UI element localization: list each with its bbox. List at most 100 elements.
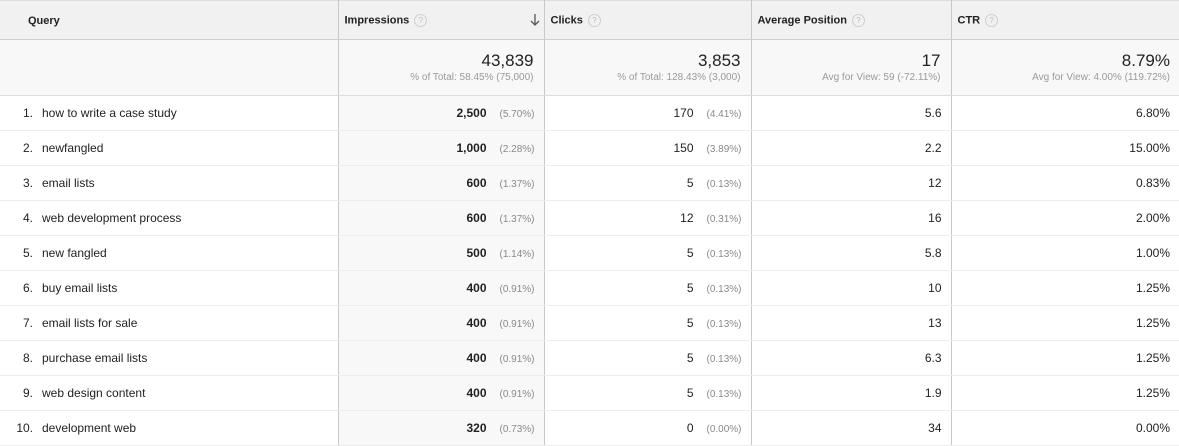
impressions-cell: 2,500 (5.70%) <box>338 95 545 131</box>
impressions-percent: (0.91%) <box>499 284 535 295</box>
impressions-value: 400 <box>466 386 487 400</box>
sort-descending-arrow-icon[interactable] <box>529 13 541 27</box>
query-text[interactable]: purchase email lists <box>42 351 148 365</box>
clicks-value: 5 <box>686 386 694 400</box>
clicks-percent: (0.13%) <box>706 284 742 295</box>
impressions-value: 400 <box>466 281 487 295</box>
query-cell[interactable]: 9. web design content <box>0 375 339 411</box>
clicks-cell: 5 (0.13%) <box>544 270 752 306</box>
table-row[interactable]: 9. web design content 400 (0.91%) 5 (0.13%)… <box>0 375 1179 411</box>
clicks-value: 5 <box>686 176 694 190</box>
query-cell[interactable]: 1. how to write a case study <box>0 95 339 131</box>
position-value: 13 <box>928 316 942 330</box>
clicks-percent: (0.13%) <box>706 319 742 330</box>
table-row[interactable]: 10. development web 320 (0.73%) 0 (0.00%) 3… <box>0 410 1179 446</box>
position-cell: 16 <box>751 200 952 236</box>
table-row[interactable]: 2. newfangled 1,000 (2.28%) 150 (3.89%) 2.2… <box>0 130 1179 166</box>
ctr-value: 2.00% <box>1135 211 1170 225</box>
ctr-cell: 1.00% <box>951 235 1179 271</box>
query-cell[interactable]: 4. web development process <box>0 200 339 236</box>
position-value: 34 <box>928 421 942 435</box>
query-text[interactable]: new fangled <box>42 246 107 260</box>
column-header-average-position[interactable]: Average Position? <box>751 0 952 40</box>
row-number: 4. <box>22 211 33 225</box>
column-header-average-position-label: Average Position <box>757 13 847 26</box>
query-cell[interactable]: 5. new fangled <box>0 235 339 271</box>
ctr-cell: 1.25% <box>951 340 1179 376</box>
table-row[interactable]: 1. how to write a case study 2,500 (5.70%)… <box>0 95 1179 131</box>
table-row[interactable]: 7. email lists for sale 400 (0.91%) 5 (0.13… <box>0 305 1179 341</box>
totals-ctr-cell: 8.79% Avg for View: 4.00% (119.72%) <box>951 39 1179 96</box>
total-position-value: 17 <box>921 51 941 70</box>
total-ctr-value: 8.79% <box>1121 51 1170 70</box>
query-cell[interactable]: 2. newfangled <box>0 130 339 166</box>
clicks-percent: (3.89%) <box>706 144 742 155</box>
clicks-percent: (0.00%) <box>706 424 742 435</box>
clicks-cell: 0 (0.00%) <box>544 410 752 446</box>
impressions-cell: 600 (1.37%) <box>338 200 545 236</box>
ctr-value: 1.00% <box>1135 246 1170 260</box>
ctr-value: 1.25% <box>1135 281 1170 295</box>
total-clicks-sub: % of Total: 128.43% (3,000) <box>617 72 741 83</box>
query-text[interactable]: email lists <box>42 176 95 190</box>
clicks-cell: 5 (0.13%) <box>544 375 752 411</box>
position-value: 6.3 <box>924 351 942 365</box>
help-icon[interactable]: ? <box>851 13 865 27</box>
query-text[interactable]: web development process <box>42 211 182 225</box>
total-ctr-sub: Avg for View: 4.00% (119.72%) <box>1032 72 1170 83</box>
impressions-cell: 500 (1.14%) <box>338 235 545 271</box>
query-cell[interactable]: 8. purchase email lists <box>0 340 339 376</box>
table-row[interactable]: 8. purchase email lists 400 (0.91%) 5 (0.13… <box>0 340 1179 376</box>
position-cell: 2.2 <box>751 130 952 166</box>
table-row[interactable]: 3. email lists 600 (1.37%) 5 (0.13%) 12 0.8… <box>0 165 1179 201</box>
row-number: 3. <box>22 176 33 190</box>
position-value: 1.9 <box>924 386 942 400</box>
total-clicks-value: 3,853 <box>697 51 741 70</box>
ctr-value: 1.25% <box>1135 316 1170 330</box>
table-row[interactable]: 6. buy email lists 400 (0.91%) 5 (0.13%) 10… <box>0 270 1179 306</box>
clicks-cell: 170 (4.41%) <box>544 95 752 131</box>
clicks-value: 5 <box>686 281 694 295</box>
clicks-percent: (0.13%) <box>706 249 742 260</box>
ctr-cell: 0.00% <box>951 410 1179 446</box>
query-text[interactable]: how to write a case study <box>42 106 177 120</box>
query-cell[interactable]: 7. email lists for sale <box>0 305 339 341</box>
column-header-impressions[interactable]: Impressions? <box>338 0 545 40</box>
query-text[interactable]: buy email lists <box>42 281 118 295</box>
column-header-query[interactable]: Query <box>0 0 339 40</box>
ctr-value: 6.80% <box>1135 106 1170 120</box>
impressions-percent: (0.91%) <box>499 354 535 365</box>
clicks-value: 12 <box>680 211 694 225</box>
clicks-percent: (0.31%) <box>706 214 742 225</box>
table-row[interactable]: 4. web development process 600 (1.37%) 12 (… <box>0 200 1179 236</box>
clicks-cell: 5 (0.13%) <box>544 235 752 271</box>
impressions-cell: 400 (0.91%) <box>338 340 545 376</box>
ctr-value: 0.83% <box>1135 176 1170 190</box>
position-value: 5.8 <box>924 246 942 260</box>
impressions-value: 1,000 <box>456 141 487 155</box>
help-icon[interactable]: ? <box>985 13 999 27</box>
query-text[interactable]: development web <box>42 421 137 435</box>
position-value: 5.6 <box>924 106 942 120</box>
impressions-value: 400 <box>466 351 487 365</box>
row-number: 5. <box>22 246 33 260</box>
position-cell: 34 <box>751 410 952 446</box>
query-text[interactable]: email lists for sale <box>42 316 138 330</box>
impressions-value: 600 <box>466 176 487 190</box>
help-icon[interactable]: ? <box>587 13 601 27</box>
column-header-ctr[interactable]: CTR? <box>951 0 1179 40</box>
column-header-clicks[interactable]: Clicks? <box>544 0 752 40</box>
totals-position-cell: 17 Avg for View: 59 (-72.11%) <box>751 39 952 96</box>
ctr-cell: 2.00% <box>951 200 1179 236</box>
column-header-impressions-label: Impressions <box>344 13 410 26</box>
query-text[interactable]: newfangled <box>42 141 104 155</box>
query-cell[interactable]: 10. development web <box>0 410 339 446</box>
query-text[interactable]: web design content <box>42 386 146 400</box>
impressions-value: 2,500 <box>456 106 487 120</box>
help-icon[interactable]: ? <box>414 13 428 27</box>
query-cell[interactable]: 3. email lists <box>0 165 339 201</box>
query-cell[interactable]: 6. buy email lists <box>0 270 339 306</box>
position-cell: 6.3 <box>751 340 952 376</box>
table-row[interactable]: 5. new fangled 500 (1.14%) 5 (0.13%) 5.8 1.… <box>0 235 1179 271</box>
impressions-percent: (0.91%) <box>499 319 535 330</box>
